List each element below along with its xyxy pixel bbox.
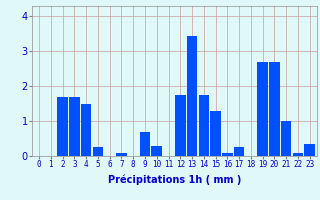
Bar [187,36,197,156]
Bar [57,97,68,156]
Bar [257,62,268,156]
Bar [234,147,244,156]
Bar [198,95,209,156]
Bar [304,144,315,156]
Bar [69,97,80,156]
X-axis label: Précipitations 1h ( mm ): Précipitations 1h ( mm ) [108,175,241,185]
Bar [81,104,92,156]
Bar [116,153,127,156]
Bar [281,121,292,156]
Bar [222,153,233,156]
Bar [151,146,162,156]
Bar [269,62,280,156]
Bar [175,95,186,156]
Bar [293,153,303,156]
Bar [210,111,221,156]
Bar [92,147,103,156]
Bar [140,132,150,156]
